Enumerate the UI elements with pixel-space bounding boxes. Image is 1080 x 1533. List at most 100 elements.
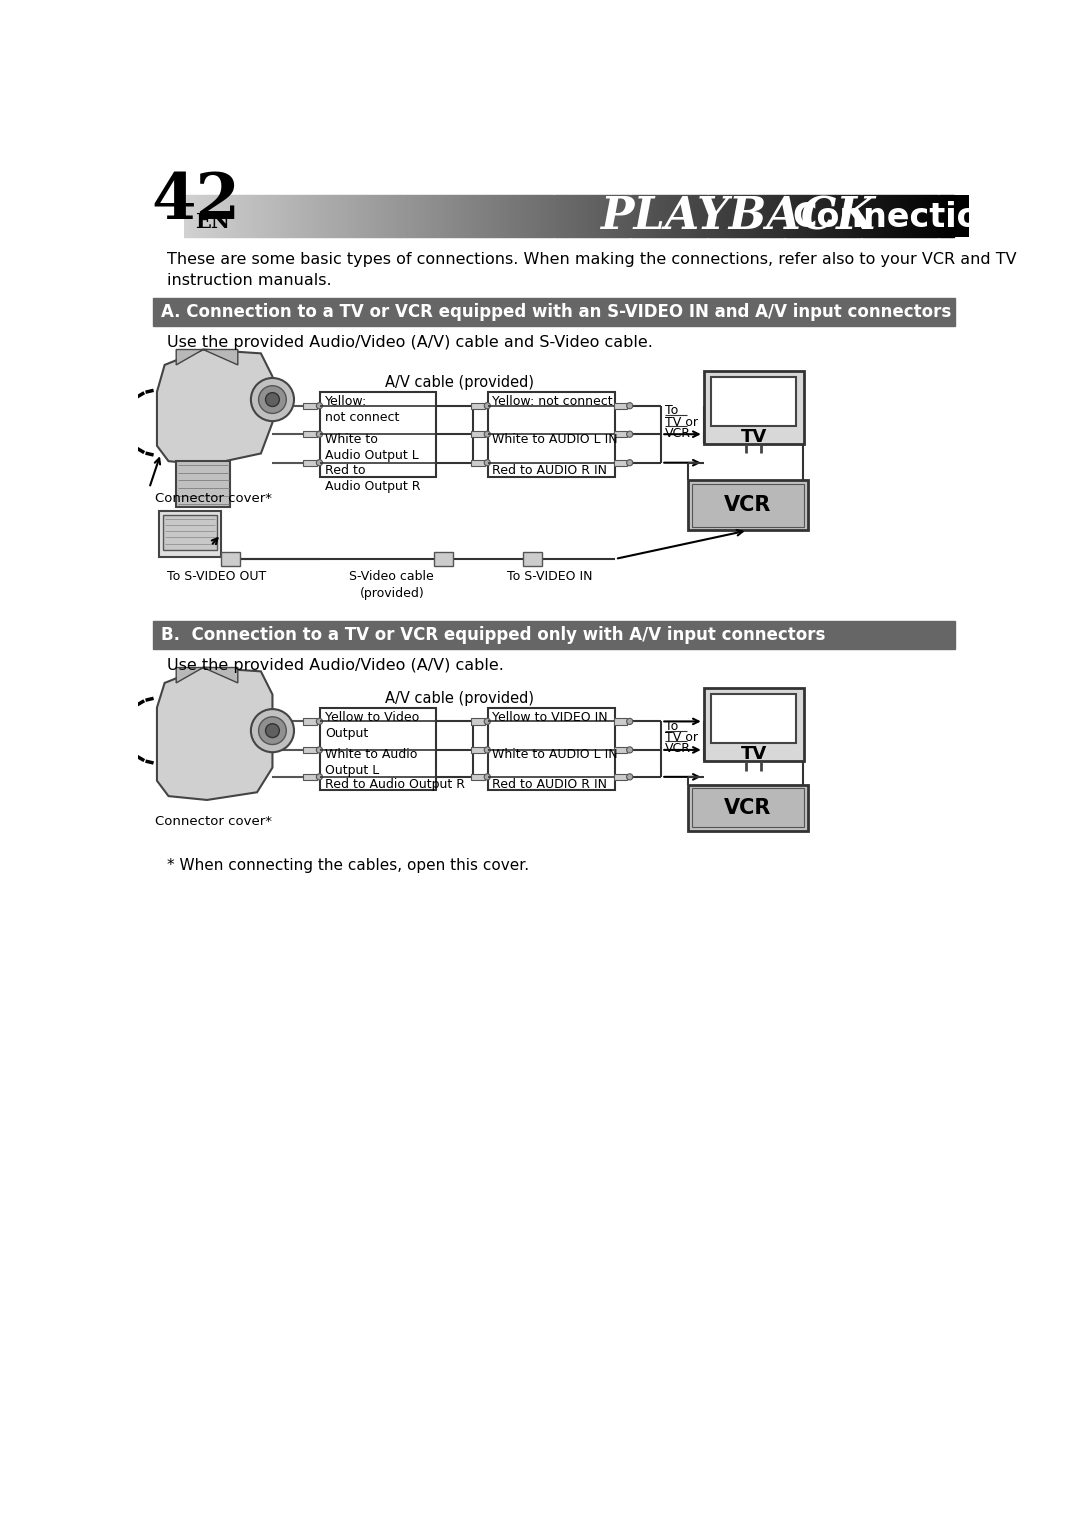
Bar (769, 195, 771, 238)
Bar (484, 195, 486, 238)
Bar (253, 195, 255, 238)
Text: These are some basic types of connections. When making the connections, refer al: These are some basic types of connection… (167, 251, 1016, 288)
Bar (874, 195, 876, 238)
Bar (923, 195, 924, 238)
Bar (205, 195, 207, 238)
Bar (672, 195, 674, 238)
Polygon shape (176, 667, 238, 682)
Bar (747, 195, 750, 238)
Bar (267, 195, 269, 238)
Bar (408, 195, 410, 238)
Bar (540, 195, 541, 238)
Text: A. Connection to a TV or VCR equipped with an S-VIDEO IN and A/V input connector: A. Connection to a TV or VCR equipped wi… (161, 304, 951, 322)
Bar (772, 195, 773, 238)
Bar (303, 719, 318, 725)
Bar (370, 195, 372, 238)
Bar (688, 480, 808, 530)
Bar (647, 195, 649, 238)
Bar (610, 195, 612, 238)
Circle shape (484, 460, 490, 466)
Bar (631, 195, 632, 238)
Bar (556, 195, 558, 238)
Bar (549, 195, 551, 238)
Bar (877, 195, 878, 238)
Bar (471, 403, 485, 409)
Bar (305, 195, 306, 238)
Polygon shape (157, 350, 272, 464)
Bar (635, 195, 636, 238)
Bar (522, 195, 523, 238)
Bar (516, 195, 518, 238)
Bar (852, 195, 854, 238)
Bar (237, 195, 238, 238)
Bar (917, 195, 918, 238)
Bar (153, 297, 956, 327)
Bar (562, 195, 563, 238)
Bar (618, 195, 620, 238)
Bar (949, 195, 950, 238)
Bar (138, 195, 184, 238)
Bar (732, 195, 733, 238)
Bar (303, 403, 318, 409)
Text: A/V cable (provided): A/V cable (provided) (386, 691, 534, 705)
Bar (288, 195, 291, 238)
Bar (215, 195, 216, 238)
Bar (261, 195, 262, 238)
Circle shape (626, 719, 633, 725)
Bar (428, 195, 429, 238)
Bar (715, 195, 717, 238)
Bar (856, 195, 859, 238)
Bar (612, 195, 613, 238)
Bar (488, 392, 616, 477)
Bar (580, 195, 581, 238)
Bar (406, 195, 407, 238)
Bar (566, 195, 567, 238)
Circle shape (484, 719, 490, 725)
Bar (534, 195, 535, 238)
Bar (613, 460, 627, 466)
Circle shape (484, 747, 490, 753)
Bar (773, 195, 775, 238)
Bar (455, 195, 457, 238)
Bar (429, 195, 430, 238)
Bar (865, 195, 866, 238)
Bar (569, 195, 570, 238)
Bar (222, 195, 224, 238)
Bar (487, 195, 489, 238)
Bar (450, 195, 451, 238)
Text: A/V cable (provided): A/V cable (provided) (386, 376, 534, 389)
Bar (692, 195, 693, 238)
Bar (751, 195, 752, 238)
Bar (368, 195, 370, 238)
Bar (638, 195, 639, 238)
Bar (599, 195, 602, 238)
Bar (567, 195, 569, 238)
Bar (353, 195, 355, 238)
Bar (914, 195, 916, 238)
Bar (660, 195, 661, 238)
Bar (410, 195, 411, 238)
Bar (907, 195, 909, 238)
Bar (658, 195, 660, 238)
Bar (598, 195, 599, 238)
Bar (530, 195, 532, 238)
Bar (159, 510, 220, 558)
Bar (675, 195, 677, 238)
Bar (194, 195, 197, 238)
Bar (198, 195, 200, 238)
Bar (256, 195, 258, 238)
Bar (652, 195, 653, 238)
Bar (280, 195, 281, 238)
Bar (866, 195, 867, 238)
Bar (674, 195, 675, 238)
Bar (812, 195, 813, 238)
Bar (274, 195, 276, 238)
Bar (843, 195, 845, 238)
Bar (393, 195, 395, 238)
Bar (270, 195, 272, 238)
Bar (650, 195, 652, 238)
Bar (242, 195, 244, 238)
Bar (219, 195, 220, 238)
Bar (916, 195, 917, 238)
Bar (583, 195, 584, 238)
